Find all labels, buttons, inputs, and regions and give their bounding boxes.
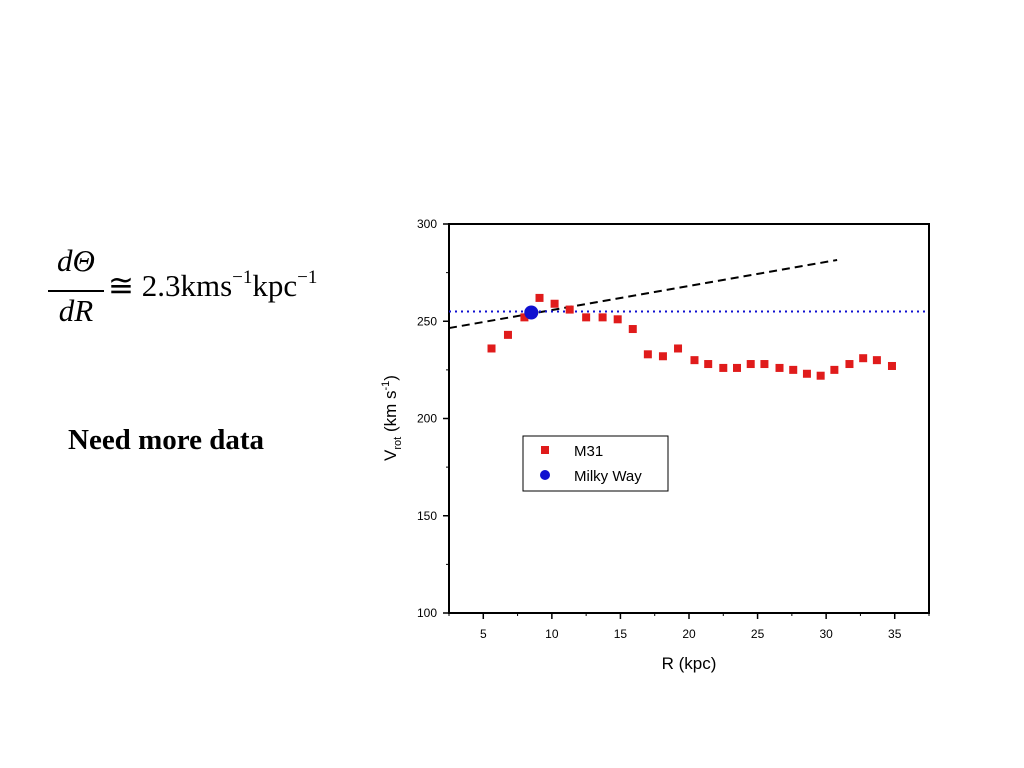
equation-exponent-2: −1 [297, 267, 318, 288]
legend-m31-label: M31 [574, 443, 603, 460]
m31-point [872, 356, 881, 365]
y-tick-label: 100 [417, 606, 437, 620]
milky-way-point [524, 305, 539, 320]
data-points [487, 293, 896, 380]
y-axis-title: Vrot (km s-1) [380, 375, 404, 461]
m31-point [613, 315, 622, 324]
m31-point [565, 305, 574, 314]
m31-point [802, 369, 811, 378]
y-tick-label: 250 [417, 314, 437, 328]
x-tick-label: 25 [751, 627, 765, 641]
legend-m31-marker [541, 446, 549, 454]
m31-point [674, 344, 683, 353]
m31-point [704, 360, 713, 369]
x-tick-label: 5 [480, 627, 487, 641]
m31-point [845, 360, 854, 369]
equation-numerator-text: dΘ [57, 243, 95, 278]
m31-point [598, 313, 607, 322]
m31-point [550, 299, 559, 308]
axis-ticks: 5 10 15 20 25 30 35 100 150 200 250 300 [417, 217, 930, 641]
m31-point [859, 354, 868, 363]
equation-fraction-bar [48, 290, 104, 292]
m31-point [760, 360, 769, 369]
equation-unit-kpc: kpc [252, 268, 298, 303]
y-axis-title-unit: (km s [381, 390, 400, 436]
x-tick-label: 30 [819, 627, 833, 641]
x-axis-title: R (kpc) [662, 654, 717, 673]
m31-point [887, 361, 896, 370]
y-axis-title-sub: rot [392, 437, 404, 450]
m31-point [733, 363, 741, 372]
rotation-gradient-equation: dΘ dR ≅ 2.3kms−1kpc−1 [48, 243, 368, 338]
equation-denominator: dR [48, 293, 104, 329]
m31-point [789, 365, 798, 374]
m31-point [658, 352, 667, 361]
legend-milky-way-label: Milky Way [574, 468, 642, 485]
x-tick-label: 15 [614, 627, 628, 641]
m31-point [628, 325, 637, 334]
equation-rhs-value: ≅ 2.3kms [108, 268, 233, 303]
equation-exponent-1: −1 [232, 267, 253, 288]
x-tick-label: 10 [545, 627, 559, 641]
m31-point [690, 356, 699, 365]
m31-point [746, 360, 755, 369]
plot-area-frame [448, 223, 930, 614]
m31-point [775, 363, 784, 372]
note-text: Need more data [68, 424, 264, 456]
x-tick-label: 35 [888, 627, 902, 641]
equation-numerator: dΘ [48, 243, 104, 279]
y-axis-title-unit-sup: -1 [380, 381, 392, 391]
m31-point [719, 363, 728, 372]
x-tick-label: 20 [682, 627, 696, 641]
m31-point [816, 371, 825, 380]
equation-rhs: ≅ 2.3kms−1kpc−1 [108, 267, 317, 304]
m31-point [520, 313, 529, 322]
legend-milky-way-marker [540, 470, 550, 480]
m31-point [487, 344, 496, 353]
m31-point [582, 313, 591, 322]
y-tick-label: 300 [417, 217, 437, 231]
y-tick-label: 150 [417, 509, 437, 523]
m31-point [830, 365, 839, 374]
y-axis-title-close: ) [381, 375, 400, 381]
y-tick-label: 200 [417, 412, 437, 426]
dashed-trend-line [448, 258, 838, 330]
legend-box [522, 435, 669, 492]
legend: M31 Milky Way [522, 435, 669, 492]
y-axis-title-main: V [381, 449, 400, 461]
m31-point [503, 330, 512, 339]
m31-point [535, 293, 544, 302]
equation-denominator-text: dR [58, 293, 94, 328]
m31-point [643, 350, 652, 359]
